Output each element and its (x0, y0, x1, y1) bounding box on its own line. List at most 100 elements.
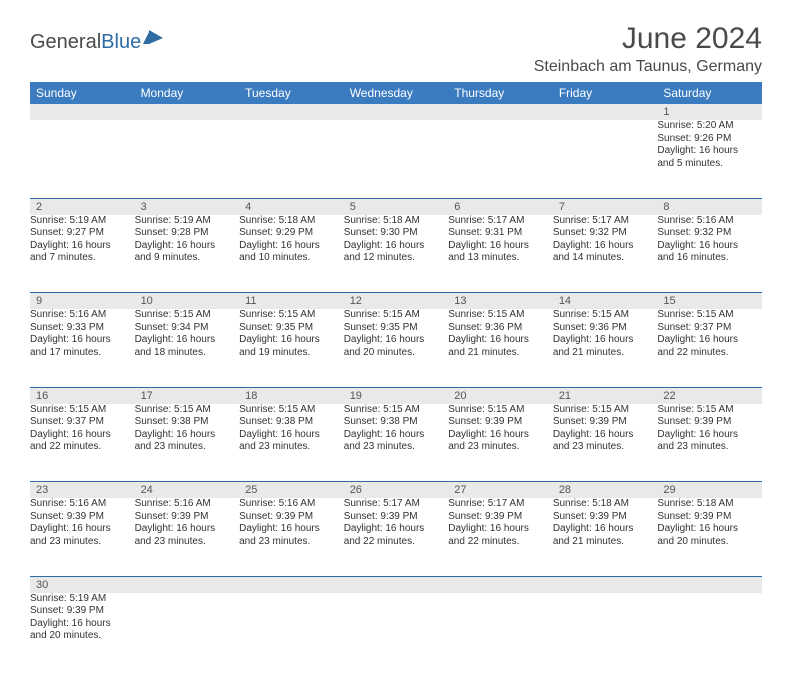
day-detail: and 17 minutes. (30, 347, 135, 360)
day-number (135, 104, 240, 120)
day-detail: Sunrise: 5:15 AM (30, 404, 135, 417)
day-number: 16 (30, 387, 135, 404)
day-detail: Daylight: 16 hours (657, 145, 762, 158)
day-number: 11 (239, 293, 344, 310)
day-number: 8 (657, 198, 762, 215)
day-number-row: 23242526272829 (30, 482, 762, 499)
day-content-row: Sunrise: 5:19 AMSunset: 9:27 PMDaylight:… (30, 215, 762, 293)
day-cell (448, 593, 553, 671)
day-cell (30, 120, 135, 198)
day-detail: and 20 minutes. (657, 536, 762, 549)
day-detail: Sunset: 9:39 PM (657, 416, 762, 429)
day-detail: Daylight: 16 hours (344, 334, 449, 347)
day-number (135, 576, 240, 593)
day-number: 28 (553, 482, 658, 499)
day-detail: Sunrise: 5:16 AM (657, 215, 762, 228)
day-cell: Sunrise: 5:19 AMSunset: 9:27 PMDaylight:… (30, 215, 135, 293)
day-number: 10 (135, 293, 240, 310)
day-content-row: Sunrise: 5:15 AMSunset: 9:37 PMDaylight:… (30, 404, 762, 482)
day-detail: and 21 minutes. (448, 347, 553, 360)
day-number: 9 (30, 293, 135, 310)
day-detail: Sunrise: 5:17 AM (344, 498, 449, 511)
day-detail: Sunset: 9:32 PM (657, 227, 762, 240)
day-detail: Daylight: 16 hours (135, 523, 240, 536)
title-block: June 2024 Steinbach am Taunus, Germany (534, 22, 762, 76)
day-number (344, 104, 449, 120)
weekday-header: Saturday (657, 82, 762, 104)
day-number (553, 104, 658, 120)
day-detail: and 23 minutes. (553, 441, 658, 454)
day-number: 4 (239, 198, 344, 215)
day-detail: Sunrise: 5:15 AM (344, 309, 449, 322)
day-detail: and 20 minutes. (344, 347, 449, 360)
weekday-header: Tuesday (239, 82, 344, 104)
day-cell: Sunrise: 5:15 AMSunset: 9:35 PMDaylight:… (344, 309, 449, 387)
day-cell: Sunrise: 5:15 AMSunset: 9:37 PMDaylight:… (657, 309, 762, 387)
day-detail: Sunset: 9:39 PM (239, 511, 344, 524)
day-detail: Sunrise: 5:19 AM (30, 215, 135, 228)
day-number: 25 (239, 482, 344, 499)
day-detail: and 22 minutes. (657, 347, 762, 360)
day-detail: Daylight: 16 hours (448, 523, 553, 536)
logo: GeneralBlue (30, 22, 165, 54)
day-number (553, 576, 658, 593)
day-number (30, 104, 135, 120)
day-detail: Sunrise: 5:16 AM (239, 498, 344, 511)
day-detail: and 23 minutes. (30, 536, 135, 549)
day-detail: and 23 minutes. (657, 441, 762, 454)
day-number (448, 104, 553, 120)
day-detail: Sunset: 9:34 PM (135, 322, 240, 335)
day-detail: and 12 minutes. (344, 252, 449, 265)
month-title: June 2024 (534, 22, 762, 56)
calendar-page: GeneralBlue June 2024 Steinbach am Taunu… (0, 0, 792, 681)
day-detail: Sunset: 9:27 PM (30, 227, 135, 240)
day-detail: Sunset: 9:39 PM (135, 511, 240, 524)
day-number: 3 (135, 198, 240, 215)
day-cell (344, 593, 449, 671)
day-cell (135, 593, 240, 671)
day-number: 2 (30, 198, 135, 215)
day-detail: Sunset: 9:38 PM (344, 416, 449, 429)
day-detail: and 7 minutes. (30, 252, 135, 265)
day-detail: Sunrise: 5:18 AM (344, 215, 449, 228)
day-number: 20 (448, 387, 553, 404)
day-detail: and 10 minutes. (239, 252, 344, 265)
day-cell: Sunrise: 5:16 AMSunset: 9:32 PMDaylight:… (657, 215, 762, 293)
day-detail: Daylight: 16 hours (448, 429, 553, 442)
day-cell: Sunrise: 5:15 AMSunset: 9:39 PMDaylight:… (553, 404, 658, 482)
day-detail: Daylight: 16 hours (135, 240, 240, 253)
day-cell: Sunrise: 5:18 AMSunset: 9:29 PMDaylight:… (239, 215, 344, 293)
day-detail: and 22 minutes. (448, 536, 553, 549)
flag-icon (143, 30, 165, 54)
day-detail: and 21 minutes. (553, 347, 658, 360)
day-detail: Sunset: 9:39 PM (553, 416, 658, 429)
day-detail: Sunset: 9:39 PM (30, 511, 135, 524)
day-number: 7 (553, 198, 658, 215)
weekday-header: Thursday (448, 82, 553, 104)
day-number: 5 (344, 198, 449, 215)
day-detail: Daylight: 16 hours (657, 523, 762, 536)
day-detail: and 22 minutes. (30, 441, 135, 454)
day-detail: Sunset: 9:39 PM (448, 511, 553, 524)
day-detail: Sunrise: 5:15 AM (448, 309, 553, 322)
day-cell (657, 593, 762, 671)
day-detail: and 18 minutes. (135, 347, 240, 360)
day-detail: Daylight: 16 hours (448, 334, 553, 347)
calendar-body: 1Sunrise: 5:20 AMSunset: 9:26 PMDaylight… (30, 104, 762, 671)
day-cell: Sunrise: 5:17 AMSunset: 9:39 PMDaylight:… (448, 498, 553, 576)
day-cell: Sunrise: 5:15 AMSunset: 9:38 PMDaylight:… (135, 404, 240, 482)
day-detail: and 21 minutes. (553, 536, 658, 549)
day-detail: Daylight: 16 hours (30, 618, 135, 631)
day-cell: Sunrise: 5:18 AMSunset: 9:39 PMDaylight:… (553, 498, 658, 576)
day-detail: and 9 minutes. (135, 252, 240, 265)
day-number (239, 104, 344, 120)
day-detail: and 5 minutes. (657, 158, 762, 171)
day-cell: Sunrise: 5:15 AMSunset: 9:38 PMDaylight:… (239, 404, 344, 482)
day-number: 18 (239, 387, 344, 404)
day-cell (344, 120, 449, 198)
day-cell (135, 120, 240, 198)
day-detail: and 23 minutes. (135, 441, 240, 454)
day-cell: Sunrise: 5:20 AMSunset: 9:26 PMDaylight:… (657, 120, 762, 198)
day-number: 26 (344, 482, 449, 499)
day-detail: Sunset: 9:38 PM (135, 416, 240, 429)
